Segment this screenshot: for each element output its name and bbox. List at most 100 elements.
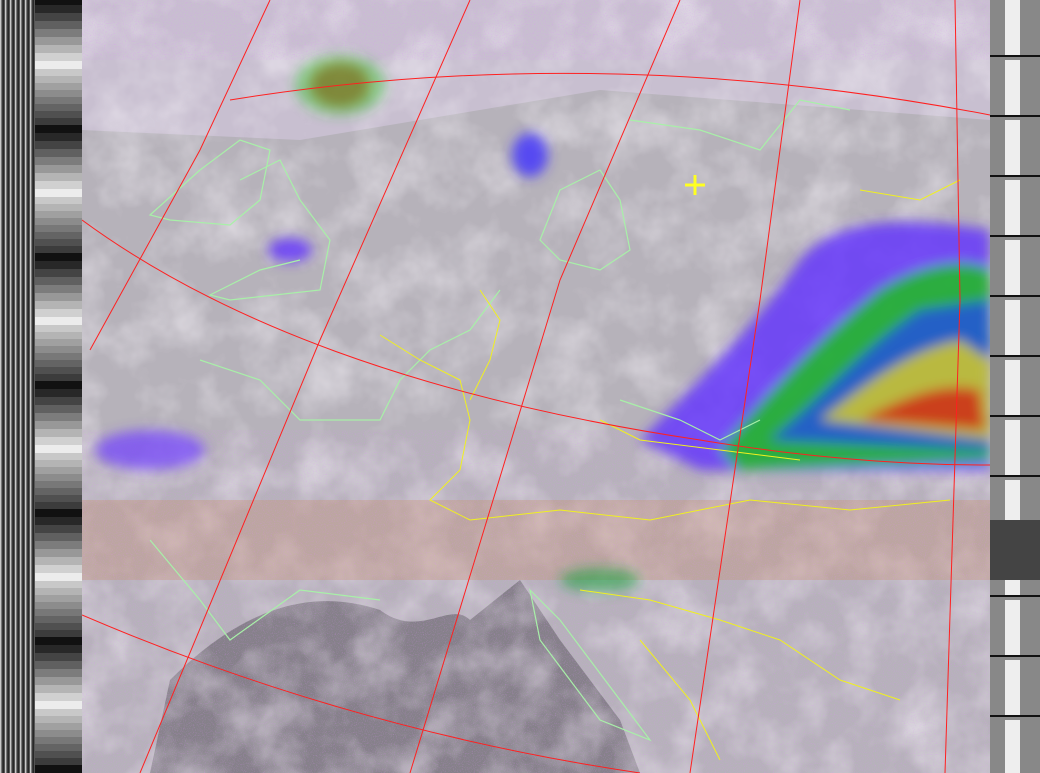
sync-bar — [7, 0, 9, 773]
wedge-step — [35, 405, 82, 413]
wedge-step — [35, 111, 82, 118]
wedge-step — [35, 189, 82, 197]
wedge-step — [35, 45, 82, 53]
wedge-step — [35, 602, 82, 609]
map-image — [82, 0, 990, 773]
wedge-step — [35, 541, 82, 549]
cloud-system — [95, 55, 990, 592]
wedge-background — [35, 0, 82, 773]
wedge-step — [35, 533, 82, 541]
wedge-step — [35, 5, 82, 13]
sync-bar — [0, 0, 2, 773]
wedge-step — [35, 709, 82, 716]
wedge-step — [35, 502, 82, 509]
wedge-step — [35, 623, 82, 630]
wedge-step — [35, 429, 82, 437]
wedge-step — [35, 261, 82, 269]
wedge-step — [35, 677, 82, 685]
wedge-step — [35, 701, 82, 709]
wedge-step — [35, 293, 82, 301]
wedge-step — [1005, 60, 1020, 115]
wedge-step — [35, 133, 82, 141]
wedge-step — [1005, 180, 1020, 235]
wedge-step — [35, 353, 82, 360]
noise-band — [990, 520, 1040, 580]
wedge-step — [35, 581, 82, 588]
wedge-step — [35, 693, 82, 701]
wedge-step — [35, 181, 82, 189]
wedge-step — [35, 653, 82, 661]
wedge-step — [35, 595, 82, 602]
wedge-step — [35, 339, 82, 346]
wedge-step — [35, 225, 82, 232]
wedge-step — [35, 374, 82, 381]
wedge-step — [35, 397, 82, 405]
wedge-separator — [990, 55, 1040, 57]
wedge-step — [35, 557, 82, 565]
wedge-step — [35, 197, 82, 204]
wedge-step — [1005, 660, 1020, 715]
wedge-step — [35, 421, 82, 429]
wedge-separator — [990, 355, 1040, 357]
wedge-step — [35, 549, 82, 557]
coastlines — [148, 99, 851, 742]
crosshair-plus-icon — [685, 175, 705, 195]
sync-bar — [27, 0, 29, 773]
wedge-step — [35, 204, 82, 211]
wedge-step — [35, 309, 82, 317]
wedge-step — [1005, 600, 1020, 655]
wedge-step — [35, 685, 82, 693]
wedge-step — [35, 37, 82, 45]
wedge-step — [35, 437, 82, 445]
sync-bar — [17, 0, 19, 773]
wedge-step — [1005, 420, 1020, 475]
wedge-step — [35, 474, 82, 481]
wedge-step — [35, 157, 82, 165]
wedge-step — [35, 389, 82, 397]
sync-bar — [12, 0, 14, 773]
wedge-step — [1005, 360, 1020, 415]
wedge-step — [35, 317, 82, 325]
wedge-step — [35, 239, 82, 246]
wedge-step — [35, 488, 82, 495]
wedge-step — [35, 218, 82, 225]
sync-bar — [22, 0, 24, 773]
wedge-separator — [990, 475, 1040, 477]
wedge-step — [35, 61, 82, 69]
wedge-step — [35, 737, 82, 744]
wedge-step — [35, 232, 82, 239]
sync-bar — [2, 0, 4, 773]
sync-bar — [20, 0, 22, 773]
country-borders — [379, 179, 961, 761]
wedge-step — [35, 325, 82, 332]
wedge-step — [35, 346, 82, 353]
wedge-separator — [990, 715, 1040, 717]
wedge-separator — [990, 175, 1040, 177]
wedge-step — [35, 517, 82, 525]
wedge-step — [35, 525, 82, 533]
wedge-step — [35, 211, 82, 218]
telemetry-strip-right — [990, 0, 1040, 773]
wedge-step — [35, 758, 82, 765]
wedge-step — [35, 173, 82, 181]
graticule — [82, 0, 990, 773]
wedge-step — [35, 367, 82, 374]
sync-bar — [25, 0, 27, 773]
wedge-step — [35, 744, 82, 751]
wedge-step — [35, 104, 82, 111]
wedge-step — [35, 661, 82, 669]
wedge-separator — [990, 595, 1040, 597]
wedge-step — [35, 285, 82, 293]
wedge-step — [35, 467, 82, 474]
wedge-step — [35, 301, 82, 309]
noise-north — [82, 0, 990, 60]
wedge-step — [35, 669, 82, 677]
wedge-step — [35, 645, 82, 653]
sync-bar — [10, 0, 12, 773]
telemetry-wedges-left — [35, 0, 82, 773]
sync-bar — [15, 0, 17, 773]
wedge-step — [1005, 720, 1020, 773]
wedge-step — [35, 730, 82, 737]
wedge-step — [35, 76, 82, 83]
